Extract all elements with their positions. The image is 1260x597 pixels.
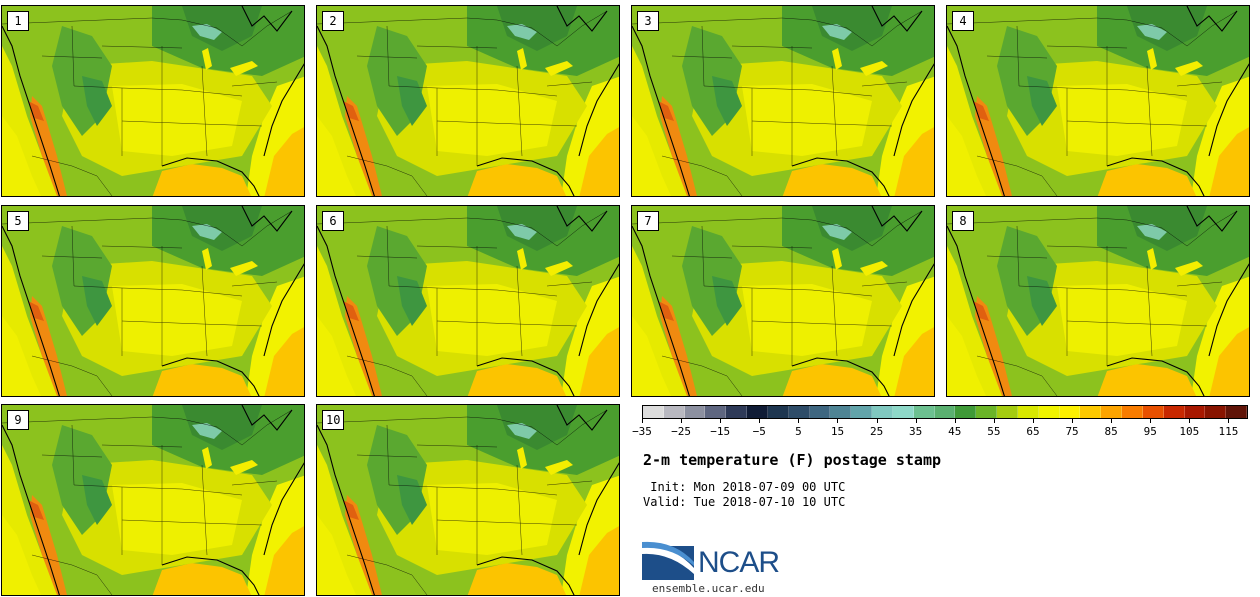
temperature-map-image xyxy=(2,405,304,595)
colorbar-ticks: −35 −25 −15 −5 5 15 25 35 45 55 65 75 85 95 105 115 xyxy=(632,419,1248,441)
valid-time: Valid: Tue 2018-07-10 10 UTC xyxy=(643,495,846,509)
temperature-map-image xyxy=(947,206,1249,396)
ensemble-member-map: 10 xyxy=(316,404,620,596)
temperature-map-image xyxy=(2,206,304,396)
member-number-label: 4 xyxy=(952,11,974,31)
colorbar-swatch xyxy=(809,406,831,418)
chart-title: 2-m temperature (F) postage stamp xyxy=(643,451,942,469)
ensemble-member-map: 5 xyxy=(1,205,305,397)
colorbar-tick xyxy=(1189,419,1191,423)
member-number-label: 2 xyxy=(322,11,344,31)
member-number-label: 1 xyxy=(7,11,29,31)
init-time: Init: Mon 2018-07-09 00 UTC xyxy=(643,480,846,494)
colorbar-tick xyxy=(1111,419,1113,423)
colorbar-tick xyxy=(1150,419,1152,423)
colorbar-tick-label: −5 xyxy=(752,425,766,438)
member-number-label: 5 xyxy=(7,211,29,231)
colorbar-swatch xyxy=(1122,406,1143,418)
temperature-map-image xyxy=(632,6,934,196)
member-number-label: 6 xyxy=(322,211,344,231)
colorbar-swatch xyxy=(1163,406,1185,418)
temperature-map-image xyxy=(317,405,619,595)
colorbar-tick-label: 115 xyxy=(1218,425,1239,438)
colorbar-swatch xyxy=(976,406,998,418)
colorbar-swatch xyxy=(663,406,685,418)
colorbar-swatch xyxy=(1184,406,1206,418)
colorbar-swatch xyxy=(1059,406,1081,418)
colorbar-swatch xyxy=(1038,406,1060,418)
colorbar-tick-label: 65 xyxy=(1026,425,1040,438)
colorbar-tick xyxy=(1228,419,1230,423)
colorbar-tick-label: 15 xyxy=(830,425,845,438)
colorbar-swatch xyxy=(1101,406,1123,418)
ensemble-member-map: 2 xyxy=(316,5,620,197)
colorbar-swatch xyxy=(788,406,810,418)
colorbar-tick-label: 105 xyxy=(1179,425,1200,438)
colorbar-swatch xyxy=(705,406,727,418)
colorbar-tick xyxy=(837,419,839,423)
ncar-logo-icon xyxy=(642,541,694,580)
colorbar-swatch xyxy=(643,406,664,418)
colorbar-tick xyxy=(798,419,800,423)
colorbar-swatch xyxy=(1226,406,1248,418)
colorbar-tick xyxy=(1072,419,1074,423)
colorbar-swatch xyxy=(851,406,873,418)
colorbar-tick-label: 85 xyxy=(1104,425,1118,438)
colorbar-swatch xyxy=(767,406,789,418)
ensemble-member-map: 7 xyxy=(631,205,935,397)
colorbar-swatch xyxy=(1142,406,1164,418)
colorbar-swatch xyxy=(747,406,768,418)
ensemble-member-map: 3 xyxy=(631,5,935,197)
colorbar-tick-label: 55 xyxy=(987,425,1001,438)
colorbar-swatch xyxy=(997,406,1018,418)
ensemble-member-map: 6 xyxy=(316,205,620,397)
member-number-label: 9 xyxy=(7,410,29,430)
colorbar-tick-label: 95 xyxy=(1143,425,1157,438)
colorbar-tick-label: 5 xyxy=(795,425,802,438)
ensemble-member-map: 1 xyxy=(1,5,305,197)
colorbar-swatch xyxy=(955,406,977,418)
colorbar-swatch xyxy=(913,406,935,418)
temperature-map-image xyxy=(947,6,1249,196)
colorbar-tick xyxy=(759,419,761,423)
colorbar-swatch xyxy=(872,406,893,418)
colorbar-tick xyxy=(876,419,878,423)
colorbar-tick xyxy=(993,419,995,423)
colorbar-swatch xyxy=(892,406,914,418)
member-number-label: 7 xyxy=(637,211,659,231)
temperature-colorbar xyxy=(642,405,1248,419)
temperature-map-image xyxy=(632,206,934,396)
colorbar-tick xyxy=(915,419,917,423)
member-number-label: 8 xyxy=(952,211,974,231)
colorbar-tick-label: −35 xyxy=(632,425,652,438)
colorbar-swatch xyxy=(1080,406,1102,418)
colorbar-swatch xyxy=(1205,406,1227,418)
member-number-label: 3 xyxy=(637,11,659,31)
colorbar-tick xyxy=(681,419,683,423)
ensemble-member-map: 4 xyxy=(946,5,1250,197)
colorbar-tick xyxy=(954,419,956,423)
colorbar-tick xyxy=(642,419,643,423)
colorbar-swatch xyxy=(934,406,956,418)
colorbar-tick-label: 25 xyxy=(869,425,884,438)
colorbar-swatch xyxy=(1017,406,1039,418)
ncar-wordmark: NCAR xyxy=(698,546,780,579)
colorbar-tick-label: −15 xyxy=(710,425,731,438)
colorbar-swatch xyxy=(684,406,706,418)
temperature-map-image xyxy=(2,6,304,196)
ensemble-member-map: 9 xyxy=(1,404,305,596)
temperature-map-image xyxy=(317,206,619,396)
colorbar-tick-label: 75 xyxy=(1065,425,1079,438)
ensemble-member-map: 8 xyxy=(946,205,1250,397)
member-number-label: 10 xyxy=(322,410,345,430)
colorbar-tick-label: −25 xyxy=(671,425,692,438)
colorbar-tick xyxy=(1032,419,1034,423)
site-url: ensemble.ucar.edu xyxy=(652,582,765,595)
colorbar-swatch xyxy=(726,406,748,418)
temperature-map-image xyxy=(317,6,619,196)
colorbar-tick xyxy=(720,419,722,423)
colorbar-tick-label: 35 xyxy=(909,425,923,438)
colorbar-tick-label: 45 xyxy=(948,425,962,438)
colorbar-swatch xyxy=(830,406,852,418)
